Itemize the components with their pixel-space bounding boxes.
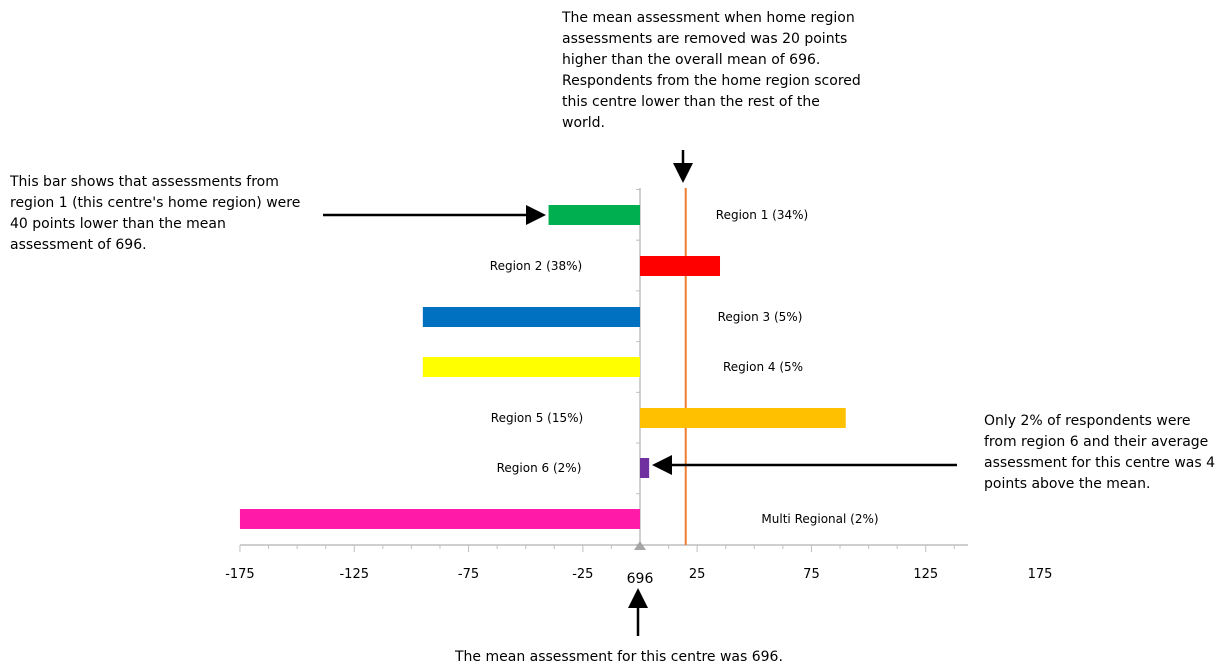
bar	[422, 357, 640, 377]
x-tick-label: 125	[913, 567, 938, 582]
bar-label: Region 2 (38%)	[490, 259, 582, 273]
annotation-right: Only 2% of respondents were from region …	[984, 413, 1215, 492]
bar	[640, 458, 650, 478]
bar-label: Region 3 (5%)	[718, 310, 803, 324]
bar	[548, 205, 640, 225]
bar-label: Region 5 (15%)	[491, 411, 583, 425]
x-tick-label: -25	[572, 567, 593, 582]
x-tick-label: -125	[339, 567, 369, 582]
bar-label: Region 1 (34%)	[716, 208, 808, 222]
mean-label: 696	[627, 571, 654, 587]
x-tick-label: -75	[458, 567, 479, 582]
annotation-left: This bar shows that assessments from reg…	[10, 174, 301, 253]
bar	[422, 307, 640, 327]
mean-marker	[634, 541, 646, 550]
annotation-bottom: The mean assessment for this centre was …	[455, 649, 783, 665]
x-tick-label: -175	[225, 567, 255, 582]
bar	[640, 256, 721, 276]
bar	[640, 408, 846, 428]
bar-label: Region 6 (2%)	[497, 461, 582, 475]
x-tick-label: 75	[803, 567, 820, 582]
bar	[239, 509, 640, 529]
x-tick-label: 25	[689, 567, 706, 582]
bar-label: Region 4 (5%	[723, 360, 803, 374]
x-tick-label: 175	[1028, 567, 1053, 582]
bar-label: Multi Regional (2%)	[761, 512, 878, 526]
annotation-top: The mean assessment when home region ass…	[562, 10, 861, 131]
